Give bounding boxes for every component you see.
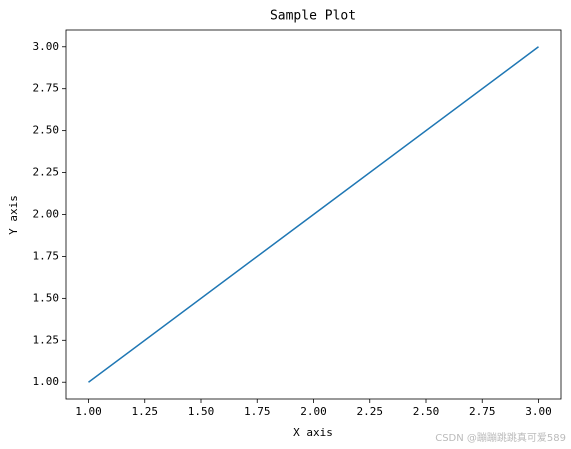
watermark: CSDN @蹦蹦跳跳真可爱589 [435,431,566,444]
x-axis-label: X axis [293,426,333,439]
y-tick-label: 2.00 [33,208,60,221]
y-tick-label: 1.00 [33,375,60,388]
y-tick-label: 1.75 [33,249,60,262]
y-tick-label: 2.25 [33,166,60,179]
x-tick-label: 1.00 [75,405,102,418]
y-tick-label: 1.25 [33,333,60,346]
axes-frame [65,29,562,400]
x-tick-label: 2.25 [357,405,384,418]
y-axis-label: Y axis [7,195,20,235]
x-tick-label: 2.50 [413,405,440,418]
y-tick-label: 2.50 [33,124,60,137]
y-tick-label: 3.00 [33,40,60,53]
x-tick-label: 1.75 [244,405,271,418]
y-tick-label: 2.75 [33,82,60,95]
x-tick-label: 1.25 [132,405,159,418]
x-tick-label: 2.00 [300,405,327,418]
chart-title: Sample Plot [270,9,356,24]
line-series [88,46,539,383]
x-tick-label: 2.75 [469,405,496,418]
x-tick-label: 3.00 [525,405,552,418]
y-tick-label: 1.50 [33,291,60,304]
x-tick-label: 1.50 [188,405,215,418]
